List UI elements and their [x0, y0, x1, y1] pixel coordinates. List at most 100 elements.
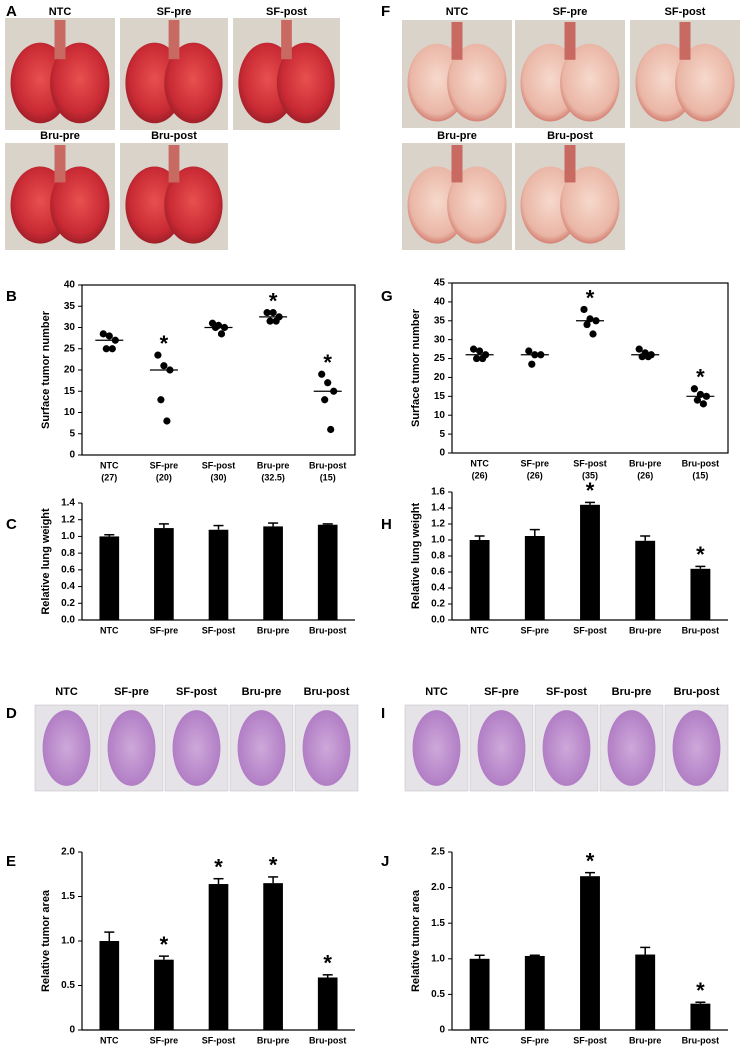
- median-label: (26): [637, 470, 653, 480]
- x-tick-label: Bru-post: [682, 625, 720, 635]
- data-point: [105, 332, 113, 340]
- x-tick-label: SF-pre: [521, 625, 550, 635]
- x-tick-label: NTC: [100, 1035, 119, 1045]
- photo: [294, 704, 359, 792]
- x-tick-label: SF-post: [202, 625, 236, 635]
- significance-marker: *: [323, 951, 332, 976]
- photo: [5, 18, 115, 130]
- data-point: [157, 396, 165, 404]
- data-point: [160, 362, 168, 370]
- significance-marker: *: [586, 478, 595, 503]
- photo-label: Bru-post: [674, 686, 720, 698]
- photo-label: NTC: [49, 6, 72, 18]
- y-tick-label: 0.4: [431, 583, 445, 594]
- tissue-section: [107, 710, 156, 786]
- error-bar: [585, 871, 595, 877]
- panel-letter: C: [6, 516, 17, 533]
- data-point: [263, 309, 271, 317]
- trachea: [168, 145, 180, 183]
- photo: [469, 704, 534, 792]
- panel-letter: J: [381, 853, 389, 870]
- error-bar: [268, 876, 279, 884]
- y-axis-label: Relative tumor area: [410, 889, 422, 992]
- lung-lobe: [50, 42, 110, 124]
- x-tick-label: SF-pre: [521, 1035, 550, 1045]
- x-tick-label: SF-pre: [150, 1035, 179, 1045]
- x-tick-label: SF-pre: [521, 458, 550, 468]
- panel-letter: B: [6, 288, 17, 305]
- photo: [534, 704, 599, 792]
- photo-label: SF-post: [546, 686, 587, 698]
- error-bar: [695, 565, 706, 569]
- y-tick-label: 10: [434, 410, 446, 421]
- significance-marker: *: [269, 288, 278, 313]
- tissue-section: [42, 710, 91, 786]
- y-tick-label: 0: [69, 450, 75, 461]
- y-tick-label: 0: [439, 448, 445, 459]
- data-point: [473, 354, 481, 363]
- bar: [99, 536, 120, 620]
- median-label: (26): [527, 470, 543, 480]
- data-point: [470, 345, 478, 353]
- y-tick-label: 40: [64, 280, 76, 291]
- tissue-section: [477, 710, 526, 786]
- trachea: [564, 145, 576, 183]
- photo: [515, 20, 625, 128]
- photo: [233, 18, 340, 130]
- y-tick-label: 0.2: [431, 599, 445, 610]
- y-tick-label: 1.6: [431, 487, 445, 498]
- photo-label: SF-pre: [553, 6, 588, 18]
- photo-label: Bru-pre: [437, 130, 477, 142]
- y-tick-label: 0.2: [61, 598, 75, 609]
- data-point: [635, 345, 643, 353]
- lung-lobe: [560, 166, 620, 244]
- y-tick-label: 0.0: [61, 615, 75, 626]
- data-point: [589, 330, 597, 338]
- x-tick-label: NTC: [470, 1035, 489, 1045]
- lung-lobe: [276, 42, 335, 124]
- plot-frame: [451, 282, 729, 454]
- error-bar: [268, 522, 279, 527]
- lung-lobe: [164, 166, 223, 244]
- tissue-section: [672, 710, 721, 786]
- y-tick-label: 20: [434, 372, 446, 383]
- trachea: [54, 20, 66, 60]
- tissue-section: [412, 710, 461, 786]
- x-tick-label: Bru-pre: [629, 1035, 662, 1045]
- photo: [630, 20, 740, 128]
- x-tick-label: Bru-pre: [629, 458, 662, 468]
- median-label: (26): [472, 470, 488, 480]
- y-tick-label: 1.4: [61, 498, 75, 509]
- lung-lobe: [560, 43, 620, 122]
- x-tick-label: NTC: [100, 460, 119, 470]
- bar: [580, 504, 600, 620]
- panel-letter: E: [6, 853, 16, 870]
- y-tick-label: 1.2: [431, 519, 445, 530]
- error-bar: [640, 535, 651, 541]
- trachea: [679, 22, 691, 60]
- y-tick-label: 2.0: [61, 847, 75, 858]
- y-tick-label: 0: [69, 1025, 75, 1036]
- lung-lobe: [164, 42, 223, 124]
- tissue-section: [607, 710, 656, 786]
- data-point: [217, 330, 226, 338]
- y-tick-label: 15: [64, 386, 76, 397]
- bar: [317, 977, 338, 1030]
- photo-label: NTC: [446, 6, 469, 18]
- error-bar: [322, 974, 333, 978]
- median-label: (27): [101, 472, 117, 482]
- bar: [524, 536, 545, 620]
- bar: [263, 883, 283, 1030]
- photo: [402, 20, 512, 128]
- bar: [635, 954, 656, 1030]
- x-tick-label: Bru-post: [309, 625, 347, 635]
- significance-marker: *: [160, 932, 169, 957]
- error-bar: [640, 946, 651, 955]
- error-bar: [104, 931, 115, 941]
- y-tick-label: 25: [434, 353, 446, 364]
- x-tick-label: NTC: [470, 625, 489, 635]
- significance-marker: *: [696, 542, 705, 567]
- x-tick-label: Bru-post: [682, 1035, 720, 1045]
- x-tick-label: Bru-pre: [629, 625, 662, 635]
